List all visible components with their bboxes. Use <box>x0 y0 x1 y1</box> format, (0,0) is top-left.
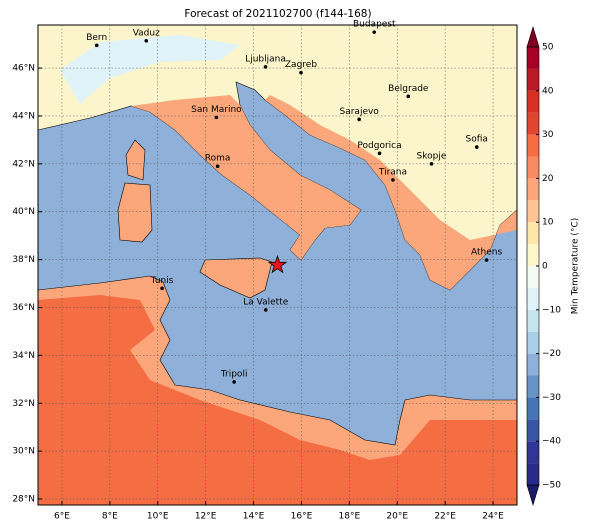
colorbar-band <box>527 200 539 223</box>
city-label: Vaduz <box>133 28 160 38</box>
x-tick-label: 16°E <box>291 512 313 522</box>
x-tick-label: 18°E <box>339 512 361 522</box>
y-tick-label: 40°N <box>12 207 35 217</box>
city-label: Sarajevo <box>340 107 380 117</box>
city-label: Belgrade <box>388 84 429 94</box>
colorbar-band <box>527 375 539 398</box>
colorbar-band <box>527 90 539 113</box>
colorbar-band <box>527 287 539 310</box>
city-label: Bern <box>86 33 107 43</box>
y-tick-label: 30°N <box>12 447 35 457</box>
colorbar-band <box>527 244 539 266</box>
y-tick-label: 34°N <box>12 351 35 361</box>
city-label: San Marino <box>191 105 242 115</box>
x-tick-label: 10°E <box>147 512 169 522</box>
colorbar-band <box>527 309 539 332</box>
city-marker <box>429 162 434 166</box>
colorbar-tick-label: −10 <box>542 305 561 315</box>
colorbar-band <box>527 266 539 288</box>
colorbar-band <box>527 112 539 135</box>
city-marker <box>215 164 220 169</box>
colorbar-under <box>526 484 540 507</box>
x-tick-label: 24°E <box>482 512 504 522</box>
colorbar-tick-label: 10 <box>542 218 554 228</box>
city-marker <box>299 70 303 75</box>
y-tick-label: 28°N <box>12 495 35 505</box>
colorbar-tick-label: −30 <box>542 393 561 403</box>
x-tick-label: 8°E <box>102 512 118 522</box>
colorbar-band <box>527 397 539 420</box>
y-tick-label: 36°N <box>12 303 35 313</box>
colorbar-band <box>527 419 539 442</box>
colorbar-tick-label: 0 <box>542 262 548 272</box>
colorbar-tick-label: 50 <box>542 43 554 53</box>
y-tick-label: 42°N <box>12 159 35 169</box>
city-marker <box>357 117 361 122</box>
italy-warm <box>131 95 361 260</box>
city-label: Tirana <box>378 167 407 177</box>
x-tick-label: 12°E <box>195 512 217 522</box>
plot-frame <box>37 24 518 506</box>
colorbar-tick-label: −50 <box>542 481 561 491</box>
city-marker <box>474 145 479 149</box>
title: Forecast of 2021102700 (f144-168) <box>184 8 371 20</box>
city-label: Skopje <box>417 151 447 161</box>
city-marker <box>377 151 382 156</box>
city-marker <box>372 30 377 34</box>
city-label: Podgorica <box>357 141 401 151</box>
colorbar-band <box>527 331 539 354</box>
city-label: Zagreb <box>285 60 317 70</box>
city-marker <box>214 115 219 120</box>
city-marker <box>263 65 268 69</box>
city-label: Tripoli <box>220 369 248 379</box>
city-marker <box>391 178 395 182</box>
x-tick-label: 14°E <box>243 512 265 522</box>
alps-cold <box>60 35 240 104</box>
city-label: La Valette <box>243 297 288 307</box>
y-tick-label: 44°N <box>12 111 35 121</box>
colorbar-band <box>527 156 539 179</box>
colorbar-over <box>526 25 540 48</box>
sicily <box>199 257 273 299</box>
city-marker <box>484 258 489 262</box>
basemap <box>38 25 517 505</box>
colorbar-band <box>527 47 539 69</box>
colorbar-tick-label: −20 <box>542 349 561 359</box>
colorbar-band <box>527 68 539 91</box>
y-tick-label: 32°N <box>12 399 35 409</box>
colorbar-band <box>527 463 539 485</box>
x-tick-label: 20°E <box>386 512 408 522</box>
city-marker <box>232 380 236 384</box>
sardinia <box>117 182 153 243</box>
colorbar-tick-label: 40 <box>542 86 554 96</box>
x-tick-label: 6°E <box>54 512 70 522</box>
balkan-warm <box>265 95 517 290</box>
city-label: Roma <box>205 154 231 164</box>
colorbar-tick-label: −40 <box>542 437 561 447</box>
city-label: Ljubljana <box>245 54 286 64</box>
city-label: Budapest <box>353 20 396 30</box>
city-marker <box>263 308 268 312</box>
colorbar-band <box>527 222 539 245</box>
city-marker <box>144 39 149 43</box>
colorbar-band <box>527 178 539 201</box>
corsica <box>125 139 146 181</box>
colorbar-tick-label: 30 <box>542 130 554 140</box>
city-label: Athens <box>471 248 502 258</box>
colorbar-band <box>527 441 539 464</box>
y-tick-label: 38°N <box>12 255 35 265</box>
event-star <box>267 254 288 274</box>
colorbar-label: Min Temperature (°C) <box>571 218 581 315</box>
city-marker <box>406 94 411 99</box>
city-label: Sofia <box>466 135 488 145</box>
y-tick-label: 46°N <box>12 64 35 74</box>
colorbar-band <box>527 134 539 157</box>
colorbar-band <box>527 353 539 376</box>
city-marker <box>160 286 164 291</box>
colorbar-tick-label: 20 <box>542 174 554 184</box>
city-marker <box>94 43 99 48</box>
x-tick-label: 22°E <box>434 512 456 522</box>
city-label: Tunis <box>150 276 174 286</box>
